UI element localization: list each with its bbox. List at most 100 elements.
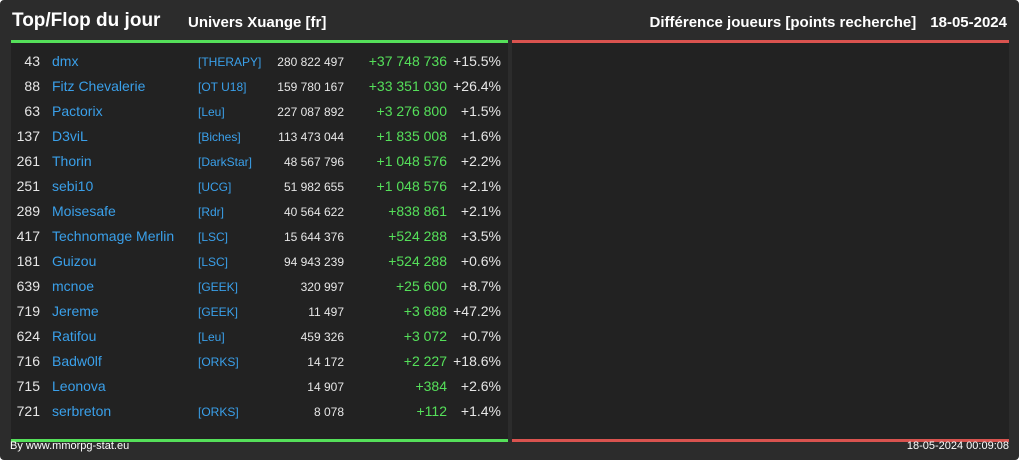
points-cell: 14 907 bbox=[307, 380, 344, 394]
percent-cell: +2.6% bbox=[460, 378, 501, 394]
universe-label: Univers Xuange [fr] bbox=[188, 14, 327, 31]
points-cell: 459 326 bbox=[300, 330, 344, 344]
table-row: 181 Guizou [LSC] 94 943 239 +524 288 +0.6% bbox=[11, 249, 508, 274]
percent-cell: +2.1% bbox=[460, 178, 501, 194]
diff-cell: +37 748 736 bbox=[368, 53, 447, 69]
credit-link[interactable]: By www.mmorpg-stat.eu bbox=[10, 440, 130, 452]
alliance-tag-link[interactable]: [Rdr] bbox=[198, 205, 225, 219]
alliance-tag-link[interactable]: [ORKS] bbox=[198, 405, 239, 419]
table-row: 715 Leonova 14 907 +384 +2.6% bbox=[11, 374, 508, 399]
header-date: 18-05-2024 bbox=[930, 14, 1007, 31]
points-cell: 280 822 497 bbox=[277, 55, 344, 69]
diff-cell: +524 288 bbox=[388, 228, 447, 244]
rank-cell: 417 bbox=[16, 228, 40, 244]
player-name-link[interactable]: Ratifou bbox=[52, 328, 97, 344]
percent-cell: +47.2% bbox=[453, 303, 501, 319]
alliance-tag-link[interactable]: [LSC] bbox=[198, 230, 229, 244]
player-name-link[interactable]: Jereme bbox=[52, 303, 99, 319]
player-name-link[interactable]: serbreton bbox=[52, 403, 112, 419]
alliance-tag-link[interactable]: [THERAPY] bbox=[198, 55, 262, 69]
percent-cell: +8.7% bbox=[460, 278, 501, 294]
percent-cell: +15.5% bbox=[453, 53, 501, 69]
points-cell: 15 644 376 bbox=[283, 230, 344, 244]
table-row: 716 Badw0lf [ORKS] 14 172 +2 227 +18.6% bbox=[11, 349, 508, 374]
diff-cell: +1 835 008 bbox=[376, 128, 447, 144]
player-name-link[interactable]: Badw0lf bbox=[52, 353, 102, 369]
alliance-tag-link[interactable]: [DarkStar] bbox=[198, 155, 253, 169]
alliance-tag-link[interactable]: [Biches] bbox=[198, 130, 241, 144]
diff-cell: +25 600 bbox=[396, 278, 447, 294]
rank-cell: 88 bbox=[24, 78, 40, 94]
rank-cell: 63 bbox=[24, 103, 40, 119]
table-row: 261 Thorin [DarkStar] 48 567 796 +1 048 576 +… bbox=[11, 149, 508, 174]
alliance-tag-link[interactable]: [Leu] bbox=[198, 330, 225, 344]
alliance-tag-link[interactable]: [ORKS] bbox=[198, 355, 239, 369]
player-name-link[interactable]: Technomage Merlin bbox=[52, 228, 175, 244]
percent-cell: +1.4% bbox=[460, 403, 501, 419]
percent-cell: +1.5% bbox=[460, 103, 501, 119]
percent-cell: +0.7% bbox=[460, 328, 501, 344]
player-name-link[interactable]: Fitz Chevalerie bbox=[52, 78, 146, 94]
player-name-link[interactable]: D3viL bbox=[52, 128, 88, 144]
rank-cell: 716 bbox=[16, 353, 40, 369]
points-cell: 113 473 044 bbox=[278, 130, 344, 144]
header-right: Différence joueurs [points recherche] 18-… bbox=[650, 14, 1007, 31]
player-name-link[interactable]: dmx bbox=[52, 53, 79, 69]
diff-cell: +838 861 bbox=[388, 203, 447, 219]
diff-cell: +2 227 bbox=[403, 353, 447, 369]
alliance-tag-link[interactable]: [OT U18] bbox=[198, 80, 247, 94]
table-row: 719 Jereme [GEEK] 11 497 +3 688 +47.2% bbox=[11, 299, 508, 324]
table-row: 624 Ratifou [Leu] 459 326 +3 072 +0.7% bbox=[11, 324, 508, 349]
table-row: 639 mcnoe [GEEK] 320 997 +25 600 +8.7% bbox=[11, 274, 508, 299]
points-cell: 227 087 892 bbox=[277, 105, 344, 119]
player-name-link[interactable]: Moisesafe bbox=[52, 203, 116, 219]
player-name-link[interactable]: Pactorix bbox=[52, 103, 103, 119]
table-row: 137 D3viL [Biches] 113 473 044 +1 835 008 +1.… bbox=[11, 124, 508, 149]
rank-cell: 137 bbox=[16, 128, 40, 144]
diff-cell: +1 048 576 bbox=[376, 178, 447, 194]
diff-cell: +3 072 bbox=[403, 328, 447, 344]
rank-cell: 251 bbox=[16, 178, 40, 194]
rank-cell: 43 bbox=[24, 53, 40, 69]
diff-cell: +112 bbox=[416, 403, 448, 419]
player-name-link[interactable]: Thorin bbox=[52, 153, 92, 169]
points-cell: 11 497 bbox=[308, 305, 344, 319]
alliance-tag-link[interactable]: [LSC] bbox=[198, 255, 229, 269]
rank-cell: 715 bbox=[16, 378, 40, 394]
alliance-tag-link[interactable]: [UCG] bbox=[198, 180, 232, 194]
player-name-link[interactable]: Guizou bbox=[52, 253, 97, 269]
alliance-tag-link[interactable]: [Leu] bbox=[198, 105, 225, 119]
player-name-link[interactable]: Leonova bbox=[52, 378, 106, 394]
percent-cell: +18.6% bbox=[453, 353, 501, 369]
top-rows: 43 dmx [THERAPY] 280 822 497 +37 748 736 +15.… bbox=[11, 49, 508, 424]
player-name-link[interactable]: mcnoe bbox=[52, 278, 95, 294]
rank-cell: 261 bbox=[16, 153, 40, 169]
table-row: 289 Moisesafe [Rdr] 40 564 622 +838 861 +2.1% bbox=[11, 199, 508, 224]
player-name-link[interactable]: sebi10 bbox=[52, 178, 94, 194]
header: Top/Flop du jour Univers Xuange [fr] Dif… bbox=[2, 2, 1017, 42]
rank-cell: 624 bbox=[16, 328, 40, 344]
table-row: 63 Pactorix [Leu] 227 087 892 +3 276 800 +1.5… bbox=[11, 99, 508, 124]
percent-cell: +1.6% bbox=[460, 128, 501, 144]
points-cell: 14 172 bbox=[307, 355, 344, 369]
rank-cell: 721 bbox=[16, 403, 40, 419]
points-cell: 159 780 167 bbox=[277, 80, 344, 94]
alliance-tag-link[interactable]: [GEEK] bbox=[198, 305, 239, 319]
percent-cell: +2.1% bbox=[460, 203, 501, 219]
percent-cell: +26.4% bbox=[453, 78, 501, 94]
rank-cell: 289 bbox=[16, 203, 40, 219]
flop-panel bbox=[512, 40, 1009, 442]
points-cell: 8 078 bbox=[313, 405, 344, 419]
diff-cell: +524 288 bbox=[388, 253, 447, 269]
table-row: 251 sebi10 [UCG] 51 982 655 +1 048 576 +2.1% bbox=[11, 174, 508, 199]
top-panel: 43 dmx [THERAPY] 280 822 497 +37 748 736 +15.… bbox=[11, 40, 508, 442]
percent-cell: +3.5% bbox=[460, 228, 501, 244]
alliance-tag-link[interactable]: [GEEK] bbox=[198, 280, 239, 294]
diff-cell: +33 351 030 bbox=[368, 78, 447, 94]
table-row: 721 serbreton [ORKS] 8 078 +112 +1.4% bbox=[11, 399, 508, 424]
diff-cell: +384 bbox=[415, 378, 447, 394]
diff-cell: +1 048 576 bbox=[376, 153, 447, 169]
percent-cell: +2.2% bbox=[460, 153, 501, 169]
percent-cell: +0.6% bbox=[460, 253, 501, 269]
points-cell: 51 982 655 bbox=[283, 180, 344, 194]
